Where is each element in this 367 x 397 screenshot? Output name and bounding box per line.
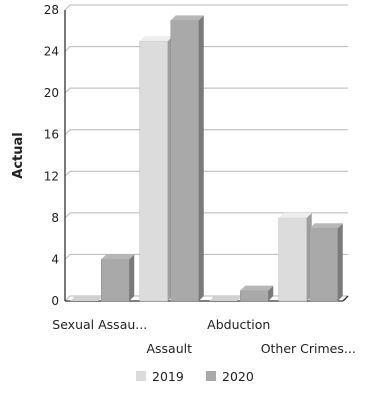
y-tick-labels: 0 4 8 12 16 20 24 28 bbox=[44, 3, 59, 308]
x-axis-depth bbox=[342, 295, 349, 302]
bar-front bbox=[170, 20, 199, 302]
y-axis-label: Actual bbox=[11, 132, 26, 178]
legend-label: 2019 bbox=[152, 369, 184, 384]
bar bbox=[101, 254, 135, 302]
bar-side bbox=[268, 285, 274, 301]
bar-front bbox=[101, 259, 130, 302]
bar bbox=[70, 296, 104, 301]
legend-swatch bbox=[206, 371, 216, 381]
legend-item: 2020 bbox=[206, 369, 254, 384]
legend-swatch bbox=[136, 371, 146, 381]
x-category-label: Abduction bbox=[207, 317, 270, 332]
bar-front bbox=[309, 228, 338, 302]
gridline-depth bbox=[64, 295, 71, 302]
bar-side bbox=[198, 15, 204, 302]
x-category-label: Assault bbox=[146, 341, 192, 356]
bar bbox=[170, 15, 204, 302]
bar-front bbox=[240, 290, 269, 302]
bars bbox=[70, 15, 343, 302]
bar-top bbox=[240, 285, 274, 291]
y-tick-label: 28 bbox=[44, 3, 59, 17]
bar bbox=[240, 285, 274, 302]
bar-top bbox=[209, 296, 243, 301]
y-tick-label: 8 bbox=[51, 211, 59, 225]
bar-top bbox=[170, 15, 204, 21]
bar bbox=[309, 223, 343, 302]
bar bbox=[209, 296, 243, 301]
x-category-labels: Sexual Assau... Assault Abduction Other Cri… bbox=[52, 317, 356, 356]
bar-side bbox=[129, 254, 135, 301]
bar-top bbox=[309, 223, 343, 229]
gridline-depth bbox=[64, 129, 71, 136]
gridline-depth bbox=[64, 87, 71, 94]
bar-side bbox=[337, 223, 343, 301]
legend-item: 2019 bbox=[136, 369, 184, 384]
gridline-depth bbox=[64, 170, 71, 177]
legend-label: 2020 bbox=[222, 369, 254, 384]
y-tick-label: 0 bbox=[51, 294, 59, 308]
y-tick-label: 16 bbox=[44, 128, 59, 142]
bar-front bbox=[278, 217, 307, 302]
x-category-label: Other Crimes... bbox=[261, 341, 356, 356]
bar-top bbox=[139, 36, 173, 42]
y-tick-label: 20 bbox=[44, 86, 59, 100]
y-tick-label: 4 bbox=[51, 252, 59, 266]
y-tick-label: 12 bbox=[44, 169, 59, 183]
bar-top bbox=[70, 296, 104, 301]
gridline-depth bbox=[64, 46, 71, 52]
bar bbox=[278, 212, 312, 302]
bar-top bbox=[101, 254, 135, 260]
legend: 2019 2020 bbox=[136, 369, 254, 384]
gridline-depth bbox=[64, 4, 71, 11]
gridline-depth bbox=[64, 254, 71, 260]
bar-front bbox=[139, 40, 168, 302]
y-tick-label: 24 bbox=[44, 45, 59, 59]
gridline-depth bbox=[64, 212, 71, 219]
bar-top bbox=[278, 212, 312, 218]
bar bbox=[139, 36, 173, 302]
x-category-label: Sexual Assau... bbox=[52, 317, 147, 332]
